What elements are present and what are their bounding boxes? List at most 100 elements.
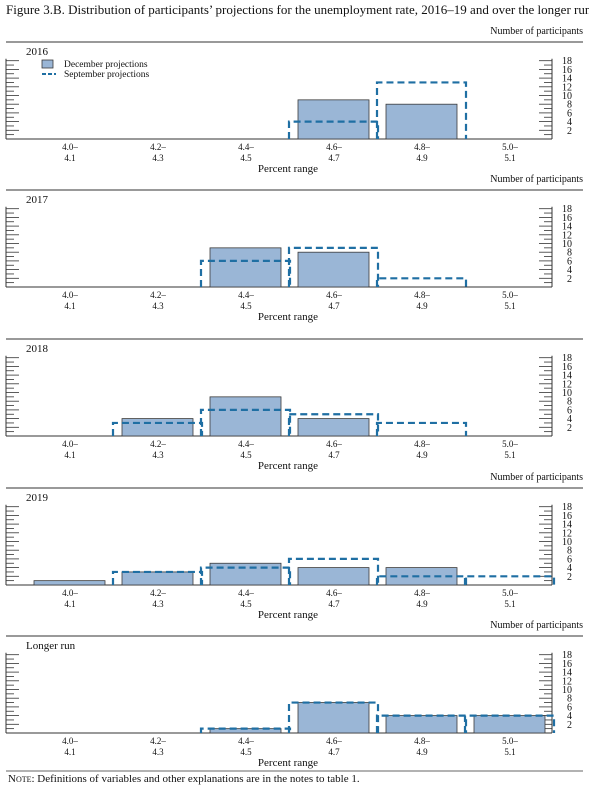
x-tick-label: 4.8– [414, 736, 430, 746]
panel-2: Number of participants 2017 24681012141618… [5, 174, 583, 323]
x-tick-label: 4.0– [62, 439, 78, 449]
panel-1: Number of participants 2016 24681012141618… [5, 26, 583, 175]
x-tick-label: 4.1 [64, 450, 75, 460]
y-tick-label: 8 [567, 397, 572, 408]
y-tick-label: 18 [562, 650, 572, 661]
y-tick-label: 6 [567, 702, 572, 713]
bar-december [297, 702, 370, 734]
y-tick-label: 12 [562, 230, 572, 241]
x-tick-label: 5.1 [504, 301, 515, 311]
bar-december [33, 580, 106, 586]
x-axis-label: Percent range [258, 757, 318, 769]
x-tick-label: 5.0– [502, 142, 518, 152]
x-tick-label: 4.6– [326, 439, 342, 449]
y-tick-label: 8 [567, 100, 572, 111]
y-tick-label: 18 [562, 353, 572, 364]
x-tick-label: 4.4– [238, 142, 254, 152]
x-tick-label: 4.9 [416, 153, 428, 163]
x-tick-label: 4.3 [152, 301, 164, 311]
x-tick-label: 5.1 [504, 599, 515, 609]
y-tick-label: 8 [567, 546, 572, 557]
x-tick-label: 5.0– [502, 736, 518, 746]
x-axis-label: Percent range [258, 163, 318, 175]
y-tick-label: 10 [562, 537, 572, 548]
y-tick-label: 16 [562, 65, 572, 76]
figure-title: Figure 3.B. Distribution of participants… [6, 2, 589, 17]
panel-title: 2019 [26, 492, 49, 504]
x-tick-label: 4.2– [150, 588, 166, 598]
x-tick-label: 4.4– [238, 588, 254, 598]
y-axis-label: Number of participants [490, 174, 583, 185]
x-tick-label: 4.0– [62, 588, 78, 598]
x-tick-label: 4.1 [64, 301, 75, 311]
x-tick-label: 4.9 [416, 599, 428, 609]
legend-label-september: September projections [64, 70, 150, 80]
y-tick-label: 10 [562, 388, 572, 399]
x-tick-label: 4.0– [62, 290, 78, 300]
x-tick-label: 4.3 [152, 450, 164, 460]
panel-5: Number of participants Longer run 24681012… [5, 620, 583, 769]
y-tick-label: 2 [567, 126, 572, 137]
x-tick-label: 4.1 [64, 599, 75, 609]
y-tick-label: 6 [567, 405, 572, 416]
y-tick-label: 8 [567, 694, 572, 705]
x-tick-label: 4.1 [64, 153, 75, 163]
x-tick-label: 4.2– [150, 290, 166, 300]
y-tick-label: 18 [562, 502, 572, 513]
y-tick-label: 16 [562, 659, 572, 670]
x-tick-label: 4.2– [150, 736, 166, 746]
y-tick-label: 2 [567, 572, 572, 583]
y-axis-label: Number of participants [490, 620, 583, 631]
x-tick-label: 5.0– [502, 588, 518, 598]
x-tick-label: 4.8– [414, 439, 430, 449]
x-tick-label: 4.9 [416, 301, 428, 311]
x-tick-label: 4.1 [64, 747, 75, 757]
y-tick-label: 4 [567, 711, 572, 722]
y-tick-label: 4 [567, 414, 572, 425]
x-tick-label: 5.1 [504, 450, 515, 460]
bar-december [385, 715, 458, 734]
y-tick-label: 10 [562, 239, 572, 250]
y-tick-label: 12 [562, 676, 572, 687]
y-tick-label: 4 [567, 117, 572, 128]
y-tick-label: 2 [567, 720, 572, 731]
legend-label-december: December projections [64, 60, 148, 70]
x-axis-label: Percent range [258, 311, 318, 323]
panel-title: 2018 [26, 343, 49, 355]
y-tick-label: 14 [562, 520, 572, 531]
bar-december [473, 715, 546, 734]
bar-december [297, 418, 370, 437]
bar-december [209, 247, 282, 288]
x-tick-label: 4.4– [238, 736, 254, 746]
x-tick-label: 4.9 [416, 450, 428, 460]
y-tick-label: 2 [567, 274, 572, 285]
x-tick-label: 4.3 [152, 747, 164, 757]
y-axis-label: Number of participants [490, 472, 583, 483]
y-tick-label: 14 [562, 222, 572, 233]
panel-title: 2016 [26, 46, 49, 58]
y-tick-label: 10 [562, 685, 572, 696]
x-tick-label: 4.9 [416, 747, 428, 757]
bar-december [297, 567, 370, 586]
y-tick-label: 10 [562, 91, 572, 102]
y-tick-label: 12 [562, 82, 572, 93]
bar-december [385, 103, 458, 140]
x-tick-label: 4.5 [240, 747, 252, 757]
x-axis-label: Percent range [258, 460, 318, 472]
september-step-line [199, 246, 468, 287]
panel-4: Number of participants 2019 24681012141618… [5, 472, 583, 621]
x-tick-label: 4.3 [152, 153, 164, 163]
y-tick-label: 16 [562, 213, 572, 224]
bar-december [121, 571, 194, 586]
x-tick-label: 4.5 [240, 301, 252, 311]
y-tick-label: 6 [567, 108, 572, 119]
x-tick-label: 4.4– [238, 290, 254, 300]
september-step-line [199, 701, 556, 733]
x-tick-label: 4.5 [240, 599, 252, 609]
x-tick-label: 4.6– [326, 290, 342, 300]
x-tick-label: 5.1 [504, 153, 515, 163]
y-tick-label: 4 [567, 563, 572, 574]
bar-december [297, 99, 370, 140]
